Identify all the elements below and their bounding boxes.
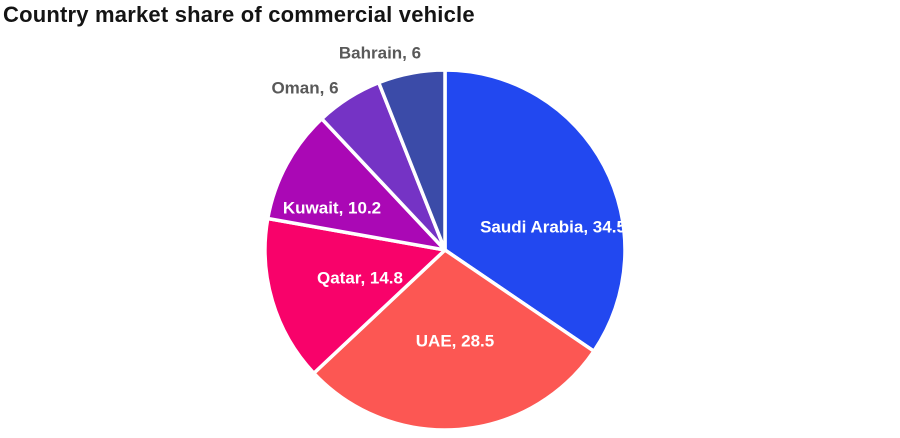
pie-slice-kuwait bbox=[266, 117, 447, 252]
slice-label-saudi-arabia: Saudi Arabia, 34.5 bbox=[480, 218, 626, 237]
slice-label-kuwait: Kuwait, 10.2 bbox=[283, 199, 381, 218]
slice-label-qatar: Qatar, 14.8 bbox=[317, 269, 403, 288]
slice-label-uae: UAE, 28.5 bbox=[416, 332, 494, 351]
pie-slice-qatar bbox=[263, 216, 447, 375]
pie-slice-bahrain bbox=[376, 68, 447, 252]
slice-label-bahrain: Bahrain, 6 bbox=[339, 44, 421, 63]
pie-slice-uae bbox=[312, 248, 596, 432]
pie-slice-saudi-arabia bbox=[443, 68, 627, 353]
slice-label-oman: Oman, 6 bbox=[271, 79, 338, 98]
chart-title: Country market share of commercial vehic… bbox=[3, 2, 475, 27]
